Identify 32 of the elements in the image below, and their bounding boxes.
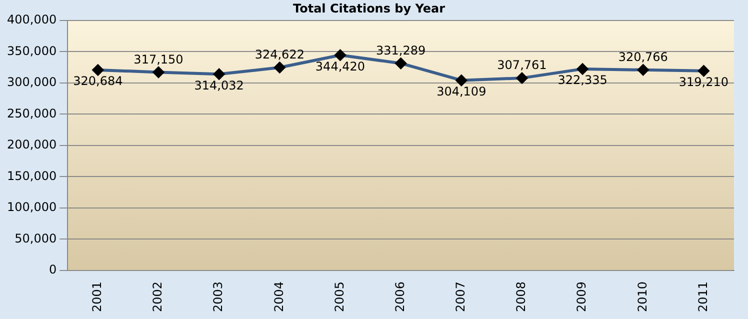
data-label: 319,210 — [678, 75, 729, 90]
x-tick-label: 2003 — [211, 281, 226, 312]
y-tick-label: 350,000 — [7, 44, 57, 58]
x-tick-label: 2009 — [574, 281, 589, 312]
data-label: 320,766 — [618, 50, 668, 64]
x-tick-label: 2004 — [272, 281, 286, 312]
data-label: 317,150 — [134, 52, 184, 66]
x-tick-label: 2006 — [392, 281, 407, 312]
data-label: 307,761 — [497, 58, 547, 72]
y-tick-label: 50,000 — [14, 231, 57, 246]
y-tick-label: 150,000 — [7, 168, 57, 183]
x-tick-label: 2001 — [90, 281, 104, 312]
x-tick-label: 2007 — [454, 281, 468, 312]
data-label: 314,032 — [194, 78, 244, 92]
x-tick-label: 2002 — [150, 281, 165, 312]
data-label: 344,420 — [315, 59, 366, 74]
data-label: 331,289 — [376, 43, 426, 58]
data-label: 322,335 — [558, 73, 608, 88]
chart-title: Total Citations by Year — [292, 1, 446, 16]
y-tick-label: 100,000 — [7, 200, 57, 214]
y-tick-label: 200,000 — [7, 138, 57, 152]
x-tick-label: 2008 — [514, 281, 528, 312]
y-tick-label: 0 — [48, 262, 57, 277]
y-tick-label: 250,000 — [7, 106, 57, 120]
data-label: 324,622 — [254, 48, 304, 62]
x-tick-label: 2010 — [635, 281, 650, 312]
y-tick-label: 300,000 — [7, 75, 57, 90]
data-label: 320,684 — [73, 74, 123, 88]
y-tick-label: 400,000 — [7, 12, 57, 27]
x-tick-label: 2005 — [332, 281, 346, 312]
data-label: 304,109 — [436, 84, 486, 98]
x-tick-label: 2011 — [696, 281, 710, 312]
